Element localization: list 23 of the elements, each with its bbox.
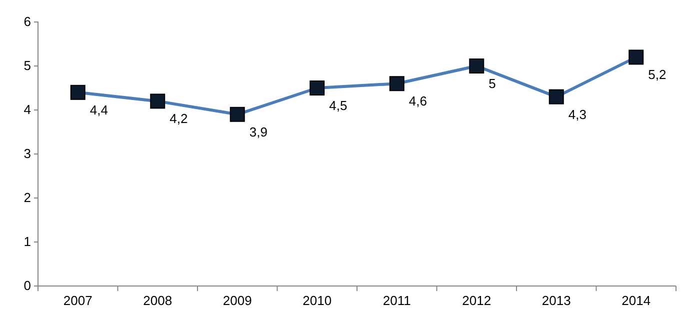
data-label: 3,9 xyxy=(249,124,268,140)
x-tick-label: 2009 xyxy=(222,293,252,308)
x-tick-label: 2013 xyxy=(542,293,571,308)
y-tick-label: 2 xyxy=(24,190,31,206)
data-label: 5 xyxy=(488,76,496,91)
x-tick-label: 2010 xyxy=(302,293,332,308)
data-label: 4,4 xyxy=(90,102,108,118)
data-label: 4,2 xyxy=(170,111,188,126)
data-label: 4,6 xyxy=(408,94,427,109)
y-tick-label: 3 xyxy=(24,146,31,162)
x-tick-label: 2014 xyxy=(622,293,651,308)
y-tick-label: 6 xyxy=(24,14,31,30)
y-tick-label: 4 xyxy=(24,102,31,118)
y-tick-label: 5 xyxy=(24,58,31,74)
data-label: 4,5 xyxy=(329,98,348,113)
x-tick-label: 2007 xyxy=(63,293,92,308)
data-label: 4,3 xyxy=(568,106,586,122)
x-tick-label: 2011 xyxy=(382,293,411,308)
data-label: 5,2 xyxy=(648,67,666,82)
x-tick-label: 2008 xyxy=(143,293,172,308)
x-tick-label: 2012 xyxy=(462,293,492,308)
y-tick-label: 0 xyxy=(24,278,31,294)
y-tick-label: 1 xyxy=(24,234,31,250)
